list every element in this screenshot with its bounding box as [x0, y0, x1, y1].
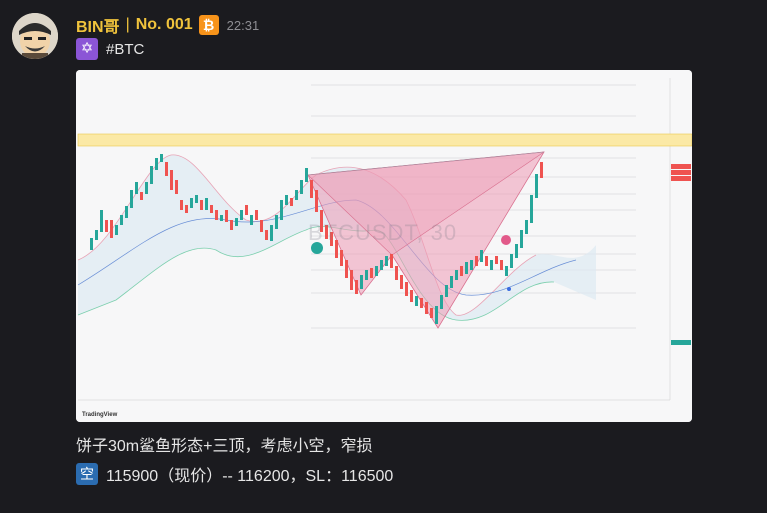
hashtag-btc[interactable]: #BTC	[106, 40, 145, 58]
author-name[interactable]: BIN哥	[76, 19, 120, 36]
separator: |	[125, 16, 130, 33]
post-header: BIN哥 | No. 001 ₿ 22:31	[76, 13, 259, 37]
bitcoin-icon: ₿	[198, 15, 219, 35]
star-of-david-icon: ✡	[76, 38, 98, 60]
chart-image[interactable]: Bitcoin / Tether · 30 · KuCoin	[76, 70, 692, 422]
post-time: 22:31	[226, 17, 260, 33]
avatar[interactable]	[12, 13, 58, 59]
trade-plan: 115900（现价）-- 116200，SL：116500	[106, 468, 394, 485]
channel-number: No. 001	[135, 16, 193, 33]
short-badge: 空	[76, 463, 98, 485]
chart-watermark: BTCUSDT, 30	[308, 220, 458, 245]
trade-row: 空 115900（现价）-- 116200，SL：116500	[76, 462, 393, 486]
avatar-cartoon-icon	[12, 13, 58, 59]
price-chart	[76, 70, 692, 422]
post-text: 饼子30m鲨鱼形态+三顶，考虑小空，窄损	[76, 438, 373, 455]
candles	[90, 154, 308, 250]
tag-row: ✡ #BTC	[76, 37, 144, 61]
tradingview-logo-icon: TradingView	[82, 412, 118, 418]
